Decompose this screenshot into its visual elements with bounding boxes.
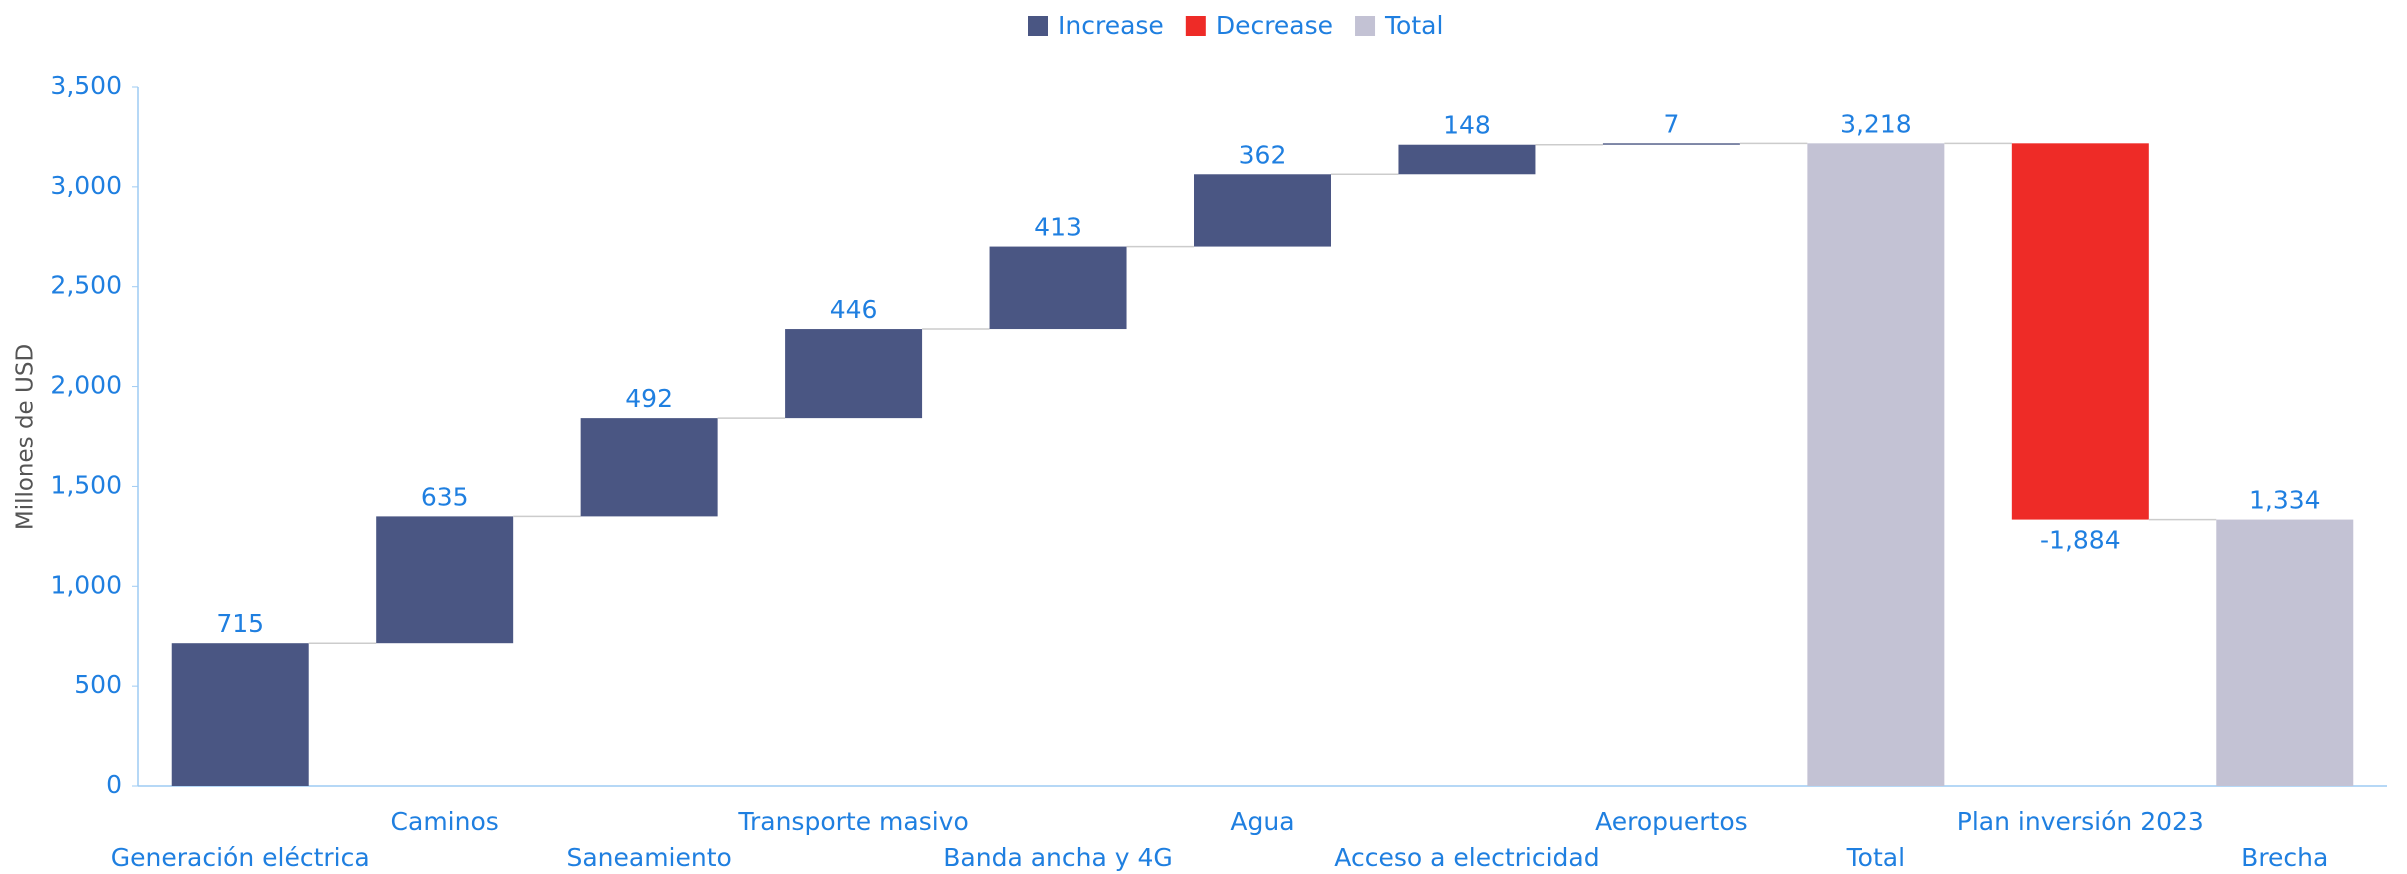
legend-label: Total: [1384, 11, 1443, 40]
value-label: 413: [1034, 213, 1082, 242]
x-tick-label: Agua: [1230, 807, 1294, 836]
x-tick-label: Caminos: [391, 807, 499, 836]
value-label: 446: [830, 295, 878, 324]
y-tick-label: 1,500: [50, 470, 122, 499]
y-tick-label: 0: [106, 770, 122, 799]
x-tick-label: Transporte masivo: [737, 807, 968, 836]
x-tick-label: Saneamiento: [566, 843, 731, 872]
value-label: 715: [216, 609, 264, 638]
legend-swatch: [1355, 16, 1376, 36]
x-tick-label: Acceso a electricidad: [1334, 843, 1599, 872]
y-tick-label: 2,000: [50, 371, 122, 400]
bar: [1807, 143, 1945, 786]
bar: [989, 246, 1127, 330]
bar: [171, 643, 309, 786]
x-tick-label: Plan inversión 2023: [1957, 807, 2204, 836]
bar: [2216, 519, 2354, 786]
y-tick-label: 500: [74, 670, 122, 699]
bar: [2011, 143, 2149, 520]
bar: [1602, 143, 1740, 145]
legend-label: Decrease: [1216, 11, 1333, 40]
y-tick-label: 3,500: [50, 71, 122, 100]
value-label: 492: [625, 384, 673, 413]
value-label: 635: [421, 482, 469, 511]
value-label: 3,218: [1840, 109, 1912, 138]
y-axis-title: Millones de USD: [13, 344, 39, 530]
x-tick-label: Brecha: [2241, 843, 2328, 872]
bar: [376, 516, 514, 644]
y-tick-label: 2,500: [50, 271, 122, 300]
x-tick-label: Total: [1846, 843, 1905, 872]
bar: [1194, 174, 1331, 247]
bar: [1398, 144, 1536, 175]
value-label: 7: [1663, 109, 1679, 138]
legend-swatch: [1028, 16, 1048, 36]
x-tick-label: Aeropuertos: [1595, 807, 1748, 836]
value-label: 362: [1239, 140, 1287, 169]
bar: [580, 418, 718, 517]
value-label: 148: [1443, 111, 1491, 140]
value-label: 1,334: [2249, 486, 2321, 515]
y-tick-label: 3,000: [50, 171, 122, 200]
legend-label: Increase: [1058, 11, 1164, 40]
bar: [785, 329, 923, 419]
value-label: -1,884: [2040, 526, 2121, 555]
legend-swatch: [1185, 16, 1206, 36]
y-tick-label: 1,000: [50, 570, 122, 599]
x-tick-label: Banda ancha y 4G: [943, 843, 1173, 872]
x-tick-label: Generación eléctrica: [111, 843, 370, 872]
